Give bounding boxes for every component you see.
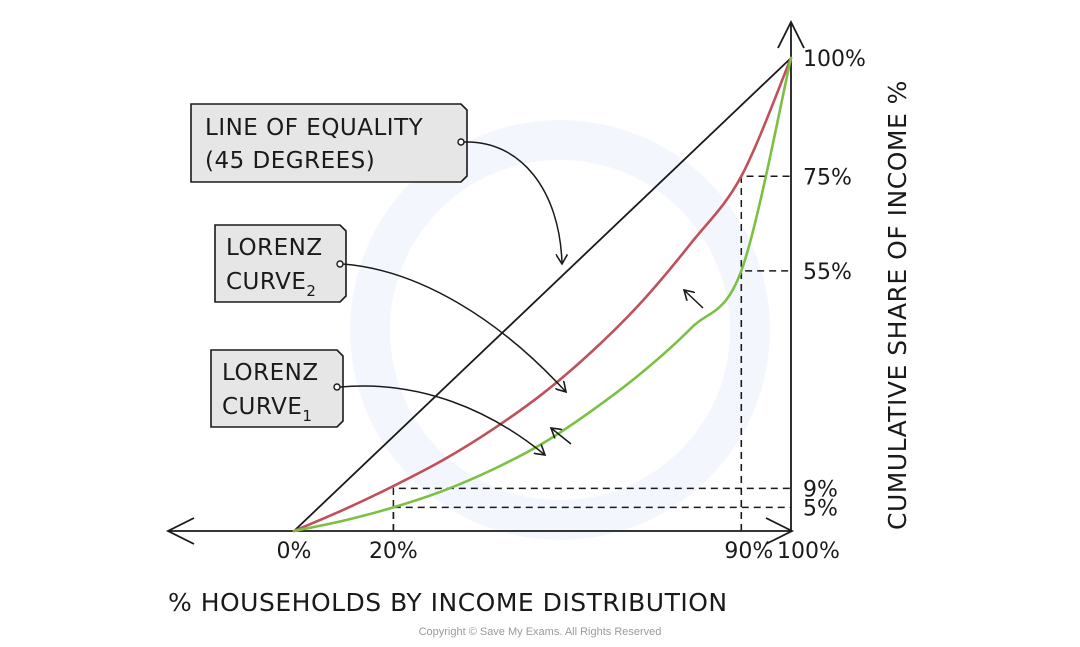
lorenz-curve-1-label: LORENZ CURVE1	[210, 349, 344, 428]
reference-line-20-9	[392, 487, 791, 531]
lorenz-curve-1-subscript: 1	[302, 407, 312, 425]
lorenz-curve-1-line-1: LORENZ	[222, 360, 319, 386]
x-axis-title: % HOUSEHOLDS BY INCOME DISTRIBUTION	[168, 588, 728, 617]
y-axis-title: CUMULATIVE SHARE OF INCOME %	[883, 80, 912, 530]
shift-arrow-lower	[551, 428, 572, 445]
series-line-equality	[293, 57, 792, 532]
lorenz-curve-2-label: LORENZ CURVE2	[214, 224, 347, 303]
pointer-arrows	[339, 141, 566, 455]
x-axis-right-arrowhead	[765, 517, 795, 545]
lorenz-curve-2-word: CURVE	[226, 269, 306, 295]
y-tick-label-9: 9%	[803, 477, 838, 502]
series-line-lorenz2	[292, 56, 793, 533]
x-tick-label-0: 0%	[277, 539, 312, 564]
tick-labels: 0% 20% 90% 100%5%9%55%75%100%	[277, 47, 866, 564]
x-axis-left-arrowhead	[165, 517, 195, 545]
y-tick-label-55: 55%	[803, 260, 852, 285]
lorenz-curve-1-line-2: CURVE1	[222, 394, 312, 425]
y-tick-label-100: 100%	[803, 47, 866, 72]
lorenz-curve-2-line-1: LORENZ	[226, 235, 323, 261]
lorenz2-pointer-arrow	[342, 263, 566, 392]
copyright-notice: Copyright © Save My Exams. All Rights Re…	[419, 626, 662, 638]
series-layer	[292, 56, 793, 533]
x-tick-label-100: 100%	[777, 539, 840, 564]
axes	[165, 19, 805, 545]
reference-line-20-5	[392, 506, 791, 531]
equality-pointer-arrow	[463, 141, 562, 264]
y-tick-label-75: 75%	[803, 165, 852, 190]
line-of-equality-line-1: LINE OF EQUALITY	[205, 115, 424, 141]
line-of-equality-label: LINE OF EQUALITY (45 DEGREES)	[190, 103, 468, 183]
lorenz-curve-2-subscript: 2	[306, 282, 316, 300]
series-line-lorenz1	[292, 56, 793, 533]
y-tick-label-5: 5%	[803, 496, 838, 521]
y-axis-up-arrowhead	[777, 19, 805, 49]
x-tick-label-90: 90%	[724, 539, 773, 564]
line-of-equality-line-2: (45 DEGREES)	[205, 148, 375, 174]
curve-shift-arrows	[551, 290, 704, 445]
lorenz-curve-1-word: CURVE	[222, 394, 302, 420]
x-tick-label-20: 20%	[369, 539, 418, 564]
lorenz1-pointer-arrow	[339, 385, 545, 455]
watermark-logo	[350, 120, 770, 540]
shift-arrow-upper	[684, 290, 704, 309]
lorenz-curve-2-line-2: CURVE2	[226, 269, 316, 300]
